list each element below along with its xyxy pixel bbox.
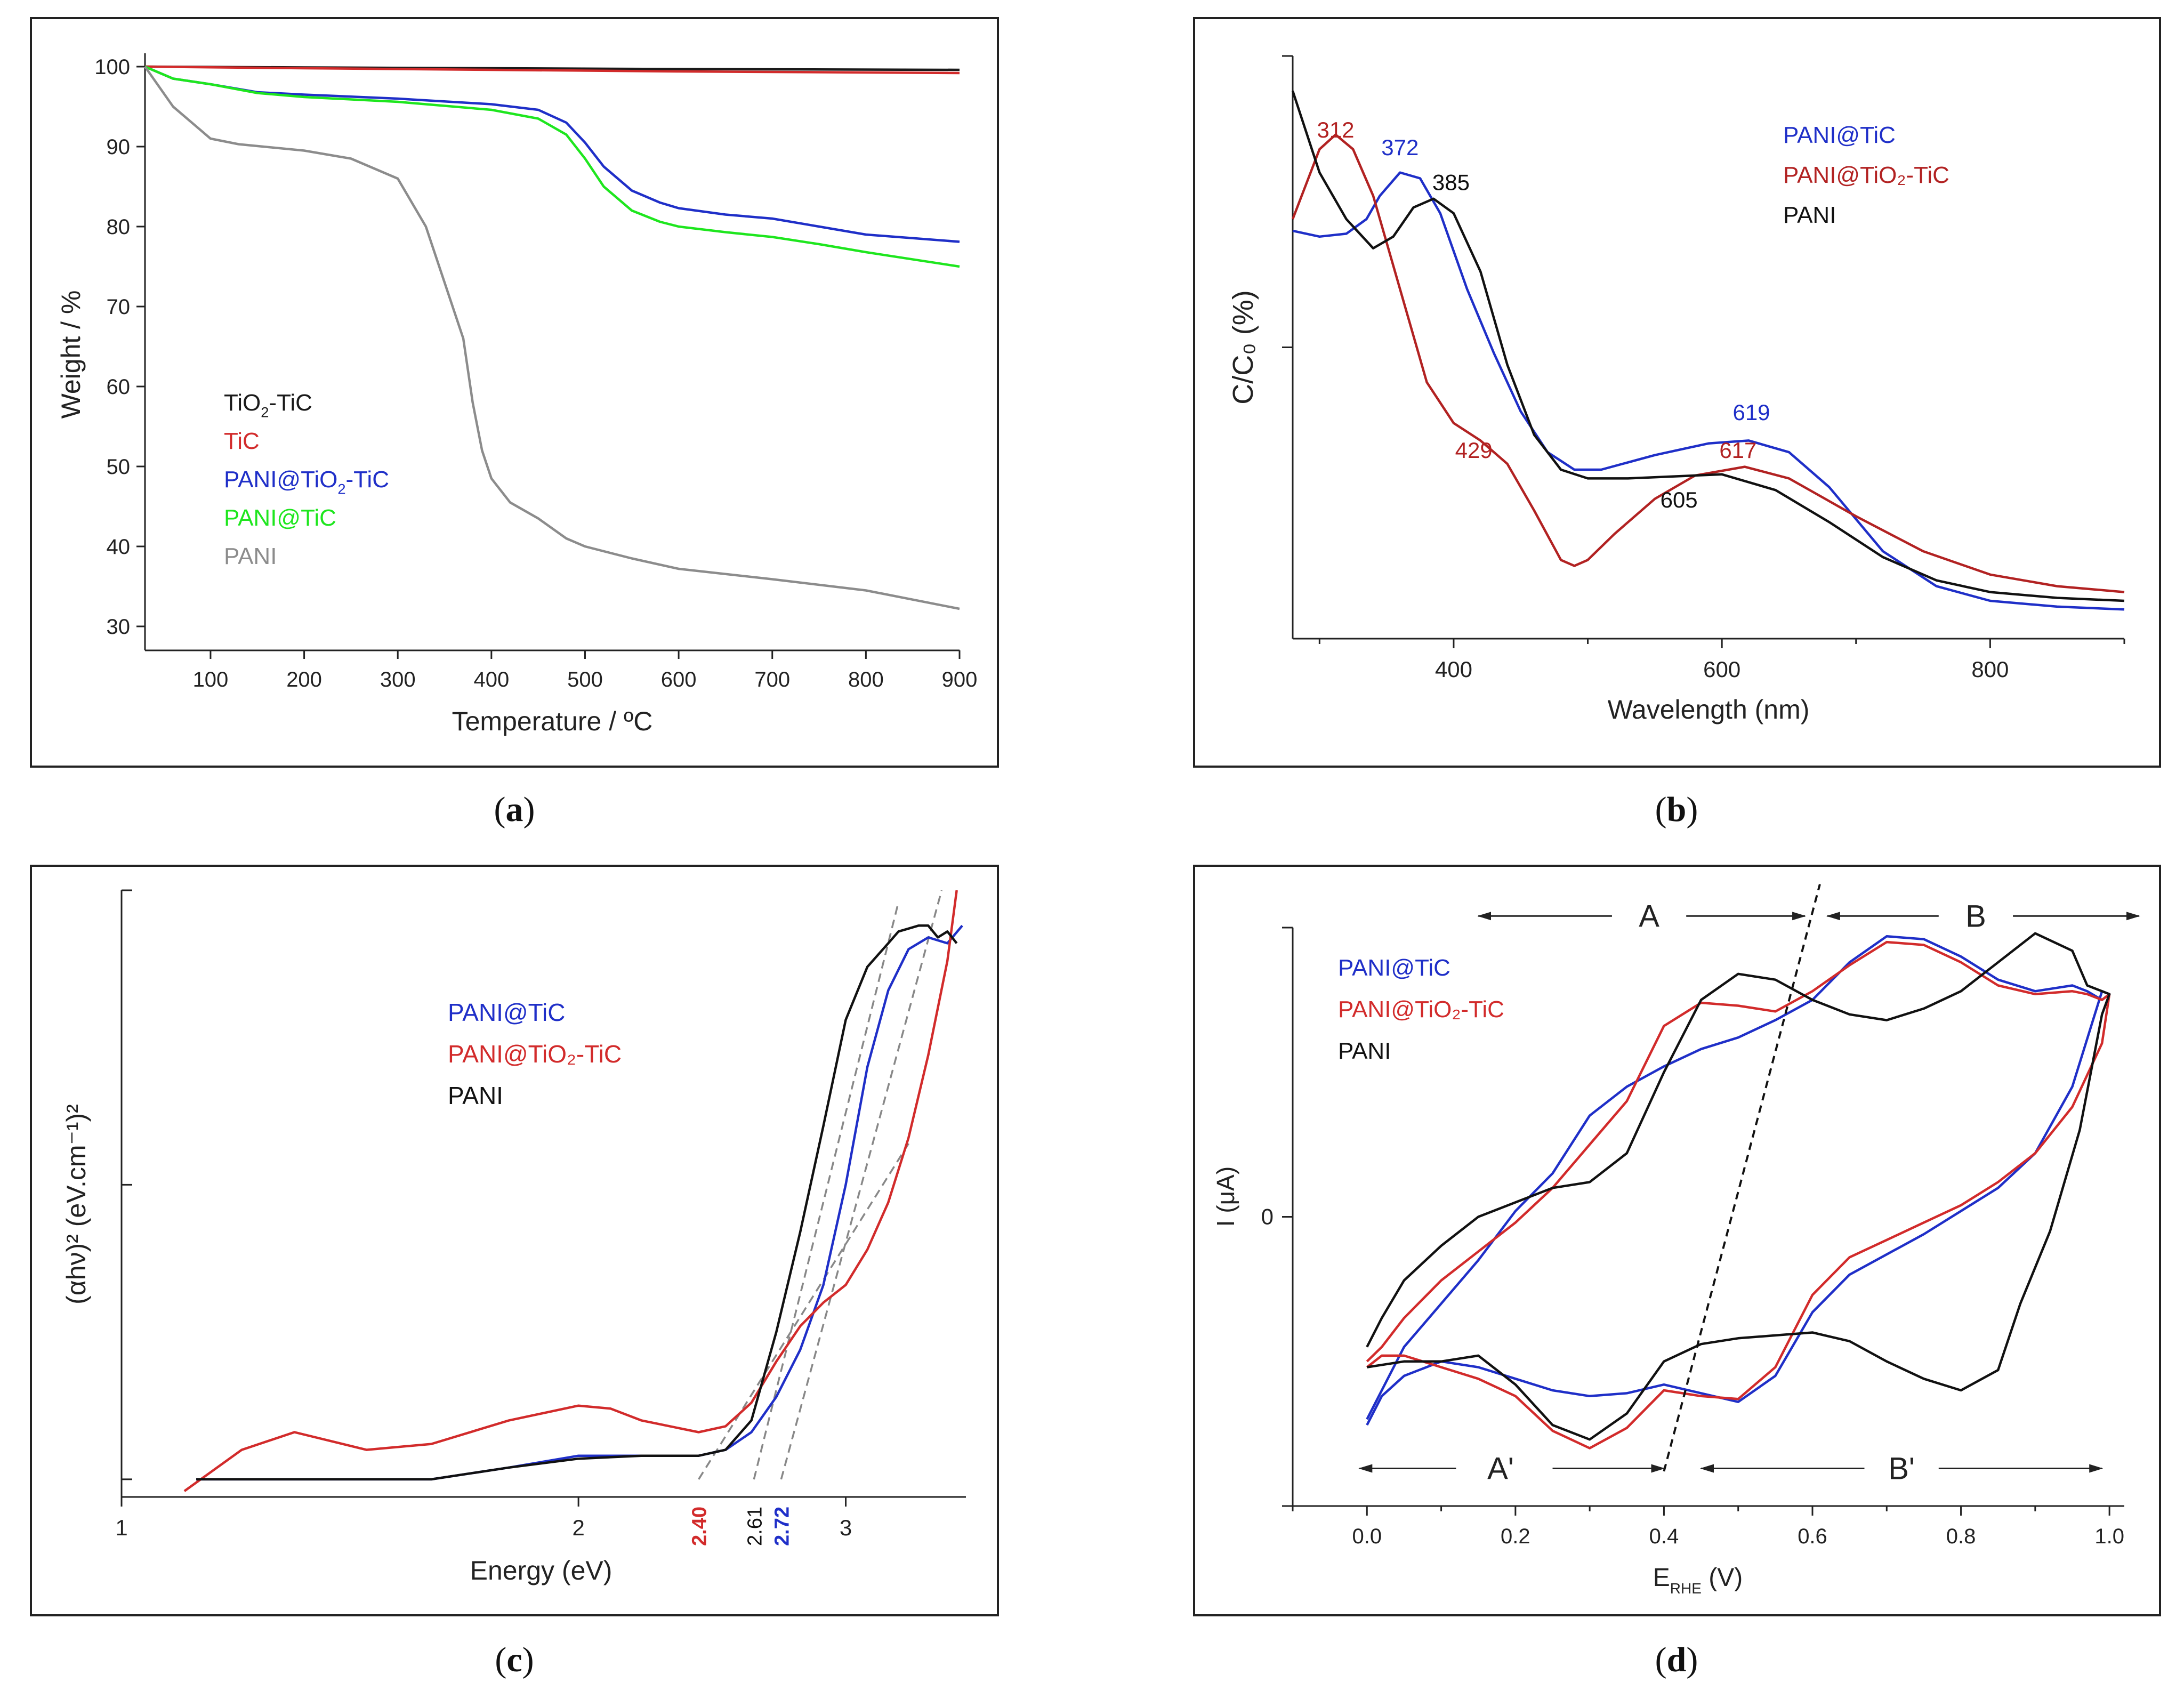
legend-entry: PANI@TiC bbox=[448, 999, 565, 1026]
series-line-tic bbox=[144, 65, 960, 75]
legend-entry: PANI bbox=[1783, 202, 1836, 228]
panel-d-caption: (d) bbox=[1655, 1640, 1698, 1679]
panel-c-caption-letter: c bbox=[506, 1640, 522, 1679]
x-tick-label: 0.6 bbox=[1798, 1525, 1827, 1548]
y-tick-label: 0 bbox=[1261, 1204, 1274, 1229]
x-tick-label: 2 bbox=[572, 1515, 584, 1540]
y-axis-title: I (μA) bbox=[1212, 1166, 1239, 1227]
panel-b-frame bbox=[1193, 17, 2161, 768]
x-axis-title: Wavelength (nm) bbox=[1608, 695, 1810, 724]
x-tick-label: 1 bbox=[115, 1515, 127, 1540]
legend-entry: PANI@TiC bbox=[1338, 955, 1450, 981]
chart-b: 400 600 800 312 372 385 429 619 617 605 Wavelength… bbox=[1227, 55, 2125, 724]
y-tick-label: 40 bbox=[107, 535, 131, 559]
x-tick-label: 0.0 bbox=[1352, 1525, 1382, 1548]
x-tick-label: 3 bbox=[840, 1515, 852, 1540]
y-tick-label: 60 bbox=[107, 375, 131, 399]
panel-c-frame bbox=[30, 865, 999, 1616]
series-line-pani-tic bbox=[196, 924, 963, 1481]
peak-label: 429 bbox=[1455, 438, 1493, 463]
x-tick-label: 800 bbox=[848, 668, 884, 691]
peak-label: 385 bbox=[1432, 170, 1470, 195]
peak-label: 605 bbox=[1661, 487, 1698, 512]
x-tick-label: 1.0 bbox=[2094, 1525, 2124, 1548]
x-tick-label: 900 bbox=[942, 668, 978, 691]
legend-entry: TiC bbox=[224, 428, 260, 454]
legend-entry: PANI@TiC bbox=[1783, 122, 1896, 148]
y-axis-title: Weight / % bbox=[56, 291, 86, 419]
panel-d-frame bbox=[1193, 865, 2161, 1616]
region-label: B bbox=[1965, 899, 1986, 933]
x-axis-title: Energy (eV) bbox=[470, 1556, 613, 1585]
x-tick-label: 700 bbox=[754, 668, 790, 691]
legend-entry: PANI bbox=[448, 1082, 503, 1109]
legend-entry: TiO2-TiC bbox=[224, 390, 312, 420]
panel-c-caption: (c) bbox=[495, 1640, 534, 1679]
region-label: B' bbox=[1888, 1451, 1915, 1486]
panel-d-caption-letter: d bbox=[1667, 1640, 1687, 1679]
series-line-pani bbox=[196, 924, 958, 1481]
x-tick-label: 0.2 bbox=[1501, 1525, 1530, 1548]
y-tick-label: 100 bbox=[94, 55, 130, 79]
x-axis-title: Temperature / ºC bbox=[452, 706, 653, 736]
tangent-line bbox=[753, 901, 900, 1480]
region-label: A bbox=[1639, 899, 1659, 933]
x-tick-label: 800 bbox=[1971, 657, 2009, 682]
series-line-pani-tic bbox=[1292, 171, 2125, 611]
chart-d: 0 0.0 0.2 0.4 0.6 0.8 1.0 A B A' B' ERHE (V) I (μA) P… bbox=[1212, 884, 2140, 1597]
series-line-pani-tio2-tic bbox=[183, 890, 958, 1492]
chart-c: 1 2 3 2.40 2.61 2.72 Energy (eV) (αhν)² (eV.cm⁻… bbox=[61, 889, 966, 1585]
y-axis-title: (αhν)² (eV.cm⁻¹)² bbox=[61, 1104, 91, 1305]
divider-dashed-line bbox=[1663, 884, 1821, 1472]
series-line-pani-tic bbox=[144, 65, 960, 268]
legend-entry: PANI@TiO₂-TiC bbox=[1783, 162, 1949, 188]
x-tick-label: 200 bbox=[286, 668, 322, 691]
legend-entry: PANI@TiO₂-TiC bbox=[1338, 996, 1504, 1022]
band-gap-label: 2.61 bbox=[744, 1507, 766, 1546]
x-tick-label: 400 bbox=[473, 668, 509, 691]
x-tick-label: 600 bbox=[1703, 657, 1740, 682]
series-line-pani bbox=[144, 66, 960, 610]
peak-label: 617 bbox=[1719, 438, 1756, 463]
legend-entry: PANI@TiO2-TiC bbox=[224, 466, 389, 497]
x-tick-label: 600 bbox=[661, 668, 697, 691]
x-tick-label: 0.8 bbox=[1946, 1525, 1976, 1548]
legend-entry: PANI@TiC bbox=[224, 505, 336, 531]
x-tick-label: 0.4 bbox=[1649, 1525, 1679, 1548]
tangent-line bbox=[780, 890, 943, 1480]
x-tick-label: 300 bbox=[380, 668, 416, 691]
x-axis-title: ERHE (V) bbox=[1653, 1564, 1743, 1597]
series-line-pani-tio2-tic bbox=[1366, 940, 2111, 1450]
region-label: A' bbox=[1487, 1451, 1514, 1486]
band-gap-label: 2.72 bbox=[771, 1507, 793, 1546]
panel-a-frame bbox=[30, 17, 999, 768]
legend-entry: PANI bbox=[224, 543, 277, 569]
series-line-pani bbox=[1366, 932, 2111, 1441]
peak-label: 619 bbox=[1732, 400, 1770, 425]
peak-label: 372 bbox=[1381, 135, 1419, 160]
y-tick-label: 50 bbox=[107, 455, 131, 479]
x-tick-label: 400 bbox=[1435, 657, 1472, 682]
panel-b-caption: (b) bbox=[1655, 790, 1698, 829]
y-tick-label: 90 bbox=[107, 135, 131, 159]
y-tick-label: 80 bbox=[107, 215, 131, 239]
band-gap-label: 2.40 bbox=[689, 1507, 711, 1546]
tangent-line bbox=[698, 1143, 909, 1480]
series-line-pani bbox=[1291, 90, 2125, 602]
y-tick-label: 70 bbox=[107, 295, 131, 319]
peak-label: 312 bbox=[1317, 117, 1354, 142]
legend-entry: PANI bbox=[1338, 1038, 1391, 1064]
panel-a-caption-letter: a bbox=[506, 790, 523, 829]
panel-a-caption: (a) bbox=[494, 790, 535, 829]
panel-b-caption-letter: b bbox=[1667, 790, 1687, 829]
x-tick-label: 500 bbox=[567, 668, 603, 691]
y-tick-label: 30 bbox=[107, 615, 131, 639]
y-axis-title: C/C₀ (%) bbox=[1227, 290, 1259, 404]
series-line-pani-tio2-tic bbox=[1291, 133, 2125, 593]
legend-entry: PANI@TiO₂-TiC bbox=[448, 1040, 622, 1068]
x-tick-label: 100 bbox=[193, 668, 229, 691]
chart-a: 100 200 300 400 500 600 700 800 900 30 40 50 60 70 80 9… bbox=[56, 53, 977, 736]
